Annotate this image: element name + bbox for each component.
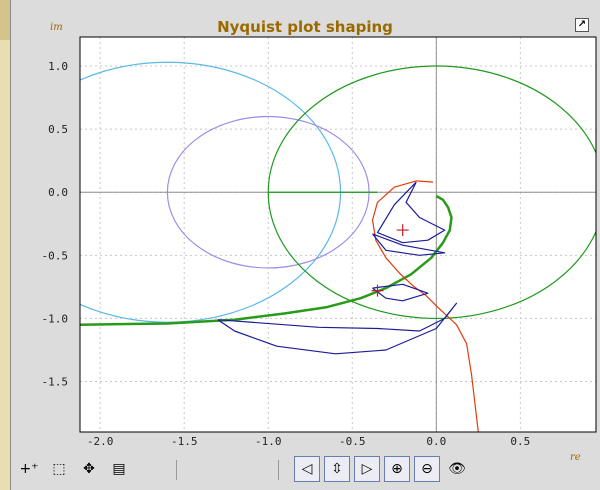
move-arrows-icon: ✥ [83, 461, 95, 477]
save-menu[interactable]: ▤ [106, 456, 132, 482]
forward-button[interactable]: ▷ [354, 456, 380, 482]
pole-marker-0[interactable] [396, 224, 409, 237]
x-tick-label: 0.5 [510, 435, 530, 448]
zoom-in-icon: ⊕ [391, 461, 403, 477]
plot-border [79, 36, 597, 433]
maximize-button[interactable]: ↗ [575, 18, 589, 32]
plot-title: Nyquist plot shaping [217, 18, 393, 36]
x-axis-label: re [570, 452, 581, 463]
triangle-left-icon: ◁ [301, 461, 313, 477]
zoom-out-icon: ⊖ [421, 461, 433, 477]
find-button[interactable]: 👁 [444, 456, 470, 482]
y-tick-label: -1.5 [42, 376, 69, 389]
plot-series [80, 61, 596, 432]
x-tick-labels: -2.0 -1.5 -1.0 -0.5 0.0 0.5 [87, 435, 530, 448]
floppy-dropdown-icon: ▤ [112, 461, 126, 477]
add-point-tool[interactable]: +⁺ [16, 456, 42, 482]
x-tick-label: -1.5 [171, 435, 198, 448]
toolbar-separator [176, 460, 177, 480]
binoculars-icon: 👁 [448, 461, 466, 477]
series-polyline-6 [376, 181, 446, 244]
y-tick-label: 1.0 [48, 60, 68, 73]
x-tick-label: -0.5 [339, 435, 366, 448]
plot-area [80, 37, 596, 432]
zoom-out-button[interactable]: ⊖ [414, 456, 440, 482]
series-polyline-9 [217, 302, 458, 355]
plot-header: im Nyquist plot shaping [12, 14, 598, 36]
plus-icon: +⁺ [19, 461, 39, 477]
y-tick-label: 0.5 [48, 123, 68, 136]
x-tick-label: 0.0 [426, 435, 446, 448]
series-polyline-4 [80, 194, 453, 326]
fit-button[interactable]: ⇳ [324, 456, 350, 482]
y-tick-label: -1.0 [42, 312, 69, 325]
toolbar-separator [278, 460, 279, 480]
series-polyline-8 [372, 283, 429, 302]
back-button[interactable]: ◁ [294, 456, 320, 482]
y-tick-label: -0.5 [42, 249, 69, 262]
plot-toolbar: +⁺ ⬚ ✥ ▤ ◁ ⇳ ▷ ⊕ ⊖ 👁 [12, 456, 598, 486]
y-tick-label: 0.0 [48, 186, 68, 199]
x-tick-label: -1.0 [255, 435, 282, 448]
select-tool[interactable]: ⬚ [46, 456, 72, 482]
series-polyline-5 [371, 180, 479, 432]
background-window-strip [0, 0, 10, 490]
triangle-right-icon: ▷ [361, 461, 373, 477]
pole-marker-1[interactable] [371, 284, 384, 297]
series-polyline-7 [372, 233, 446, 256]
selection-arrow-icon: ⬚ [52, 461, 66, 477]
y-axis-label: im [50, 22, 63, 33]
pan-tool[interactable]: ✥ [76, 456, 102, 482]
x-tick-label: -2.0 [87, 435, 114, 448]
y-tick-labels: 1.0 0.5 0.0 -0.5 -1.0 -1.5 [42, 60, 69, 388]
zoom-in-button[interactable]: ⊕ [384, 456, 410, 482]
fit-view-icon: ⇳ [331, 461, 343, 477]
background-window-corner [0, 0, 10, 40]
plot-markers [371, 224, 409, 297]
